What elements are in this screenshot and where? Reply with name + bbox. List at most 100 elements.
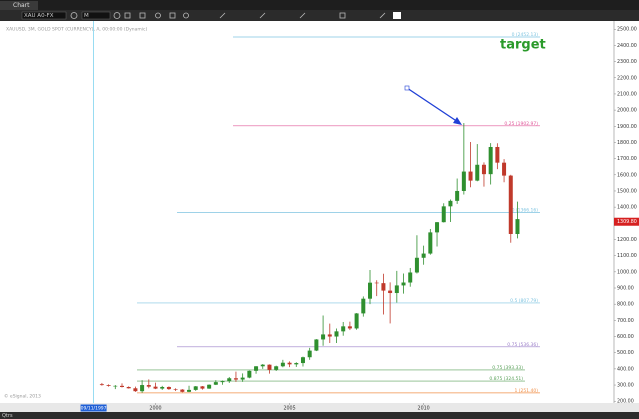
y-tick-label: 2300.00 [617,59,637,65]
icon[interactable] [113,12,121,19]
level-label: 0.25 (1902.97) [504,121,538,127]
y-tick-label: 1600.00 [617,172,637,178]
x-tick-label: 2000 [149,406,161,412]
title-bar [0,0,639,10]
candle-body [394,285,399,294]
candle-body [213,382,218,385]
candle-body [414,257,419,273]
level-label: 0.75 (536.36) [507,342,538,348]
candle-body [401,282,406,286]
y-tick-label: 2200.00 [617,75,637,81]
candle-body [321,334,326,340]
candle-body [220,381,225,383]
level-label: 0 (1366.16) [512,208,539,214]
candle-body [187,389,192,392]
tab[interactable] [0,1,38,10]
candle-body [314,339,319,351]
y-tick-label: 500.00 [617,350,634,356]
icon[interactable] [219,12,226,19]
toolbar-button[interactable] [393,12,401,19]
candle-body [307,350,312,358]
cursor-box [80,404,107,412]
candle-body [119,385,124,387]
icon[interactable] [299,12,306,19]
candle-body [146,385,151,387]
y-tick-label: 2100.00 [617,91,637,97]
y-tick-label: 200.00 [617,399,634,405]
icon[interactable] [155,12,161,19]
candle-body [233,378,238,380]
y-tick-label: 300.00 [617,383,634,389]
candle-body [448,200,453,207]
arrow-handle[interactable] [404,85,410,91]
candle-body [280,362,285,367]
candle-body [468,171,473,181]
candle-body [140,385,145,392]
candle-body [200,386,205,389]
y-tick-label: 1700.00 [617,156,637,162]
credit: © eSignal, 2013 [4,393,41,400]
chart-title: XAUUSD, 3M, GOLD SPOT (CURRENCY), A, 00:… [6,27,148,33]
interval-box[interactable] [81,11,111,20]
candle-body [488,146,493,175]
icon[interactable] [139,12,146,19]
y-tick-label: 1000.00 [617,269,637,275]
tab-label: Chart [13,2,30,9]
candle-body [408,272,413,283]
candle-body [227,378,232,382]
candle-body [160,386,165,389]
candle-body [341,326,346,332]
icon[interactable] [379,12,386,19]
candle-body [173,389,178,390]
candle-body [347,326,352,329]
candle-body [368,282,373,299]
y-tick-label: 1900.00 [617,124,637,130]
candle-body [428,232,433,254]
footer-bar [0,412,639,419]
icon[interactable] [70,12,78,19]
y-tick-label: 1100.00 [617,253,637,259]
symbol: XAU A0-FX [24,13,54,19]
candle-body [247,370,252,378]
icon[interactable] [259,12,266,19]
level-label: 0.75 (393.33) [492,365,523,371]
candle-body [267,364,272,370]
last-price-label: 1309.80 [617,219,637,225]
candle-body [126,386,131,389]
candle-body [388,290,393,294]
arrow-head [453,117,462,125]
candle-body [381,283,386,291]
candle-body [421,253,426,258]
y-tick-label: 400.00 [617,366,634,372]
candle-body [274,366,279,370]
annotation: target [500,38,546,53]
candle-body [441,206,446,223]
candle-body [334,331,339,337]
icon[interactable] [124,12,131,19]
interval: M [84,13,89,19]
icon[interactable] [183,12,189,19]
y-tick-label: 2000.00 [617,108,637,114]
last-price-box [614,217,639,226]
footer-label: Qtrs [2,413,13,419]
symbol-box[interactable] [21,11,67,20]
candle-body [193,386,198,390]
level-label: 0.5 (807.79) [510,298,538,304]
y-tick-label: 800.00 [617,302,634,308]
icon[interactable] [169,12,176,19]
candle-body [106,385,111,386]
toolbar [0,10,639,21]
candle-body [99,384,104,386]
candle-body [361,298,366,314]
icon[interactable] [339,12,346,19]
candle-body [300,357,305,364]
candle-body [354,313,359,329]
level-label: 0 (2452.13) [512,32,539,38]
candle-body [260,364,265,367]
candle-body [455,190,460,201]
candle-body [502,162,507,176]
candle-body [166,386,171,390]
x-tick-label: 2010 [418,406,430,412]
candle-body [287,362,292,365]
